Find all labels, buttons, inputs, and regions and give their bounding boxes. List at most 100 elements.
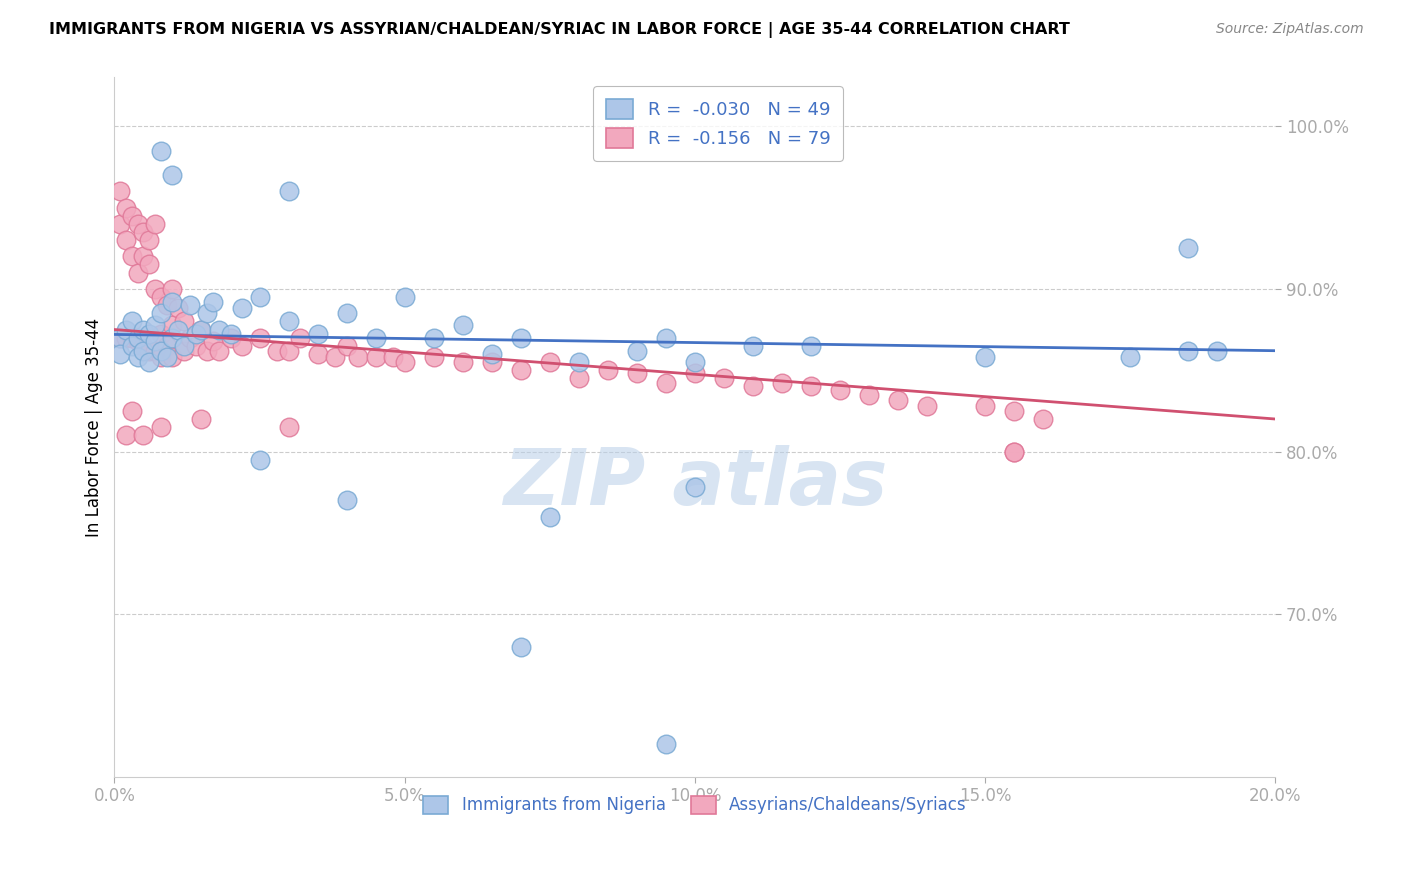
Point	[800, 379, 823, 393]
Point	[179, 331, 201, 345]
Point	[770, 376, 793, 391]
Point	[162, 318, 184, 332]
Point	[143, 282, 166, 296]
Point	[127, 350, 149, 364]
Point	[219, 331, 242, 345]
Point	[179, 298, 201, 312]
Point	[190, 322, 212, 336]
Point	[115, 322, 138, 336]
Point	[115, 428, 138, 442]
Point	[132, 249, 155, 263]
Point	[132, 428, 155, 442]
Point	[713, 371, 735, 385]
Point	[422, 331, 444, 345]
Point	[887, 392, 910, 407]
Point	[167, 301, 190, 316]
Point	[1002, 444, 1025, 458]
Point	[683, 480, 706, 494]
Point	[277, 343, 299, 358]
Point	[742, 339, 765, 353]
Point	[288, 331, 311, 345]
Point	[138, 343, 160, 358]
Point	[655, 331, 678, 345]
Point	[110, 347, 132, 361]
Point	[190, 322, 212, 336]
Point	[202, 334, 225, 348]
Point	[1177, 343, 1199, 358]
Point	[277, 184, 299, 198]
Point	[364, 331, 387, 345]
Point	[219, 327, 242, 342]
Point	[1002, 404, 1025, 418]
Point	[110, 331, 132, 345]
Point	[394, 355, 416, 369]
Point	[138, 233, 160, 247]
Point	[162, 168, 184, 182]
Point	[974, 350, 997, 364]
Point	[149, 327, 172, 342]
Point	[336, 493, 359, 508]
Point	[626, 367, 648, 381]
Text: IMMIGRANTS FROM NIGERIA VS ASSYRIAN/CHALDEAN/SYRIAC IN LABOR FORCE | AGE 35-44 C: IMMIGRANTS FROM NIGERIA VS ASSYRIAN/CHAL…	[49, 22, 1070, 38]
Point	[156, 339, 179, 353]
Point	[364, 350, 387, 364]
Point	[162, 350, 184, 364]
Point	[208, 343, 231, 358]
Point	[683, 355, 706, 369]
Point	[307, 327, 329, 342]
Point	[162, 282, 184, 296]
Point	[149, 144, 172, 158]
Point	[132, 225, 155, 239]
Point	[195, 343, 218, 358]
Point	[655, 737, 678, 751]
Point	[800, 339, 823, 353]
Point	[974, 399, 997, 413]
Point	[143, 318, 166, 332]
Point	[149, 290, 172, 304]
Point	[121, 404, 143, 418]
Point	[249, 290, 271, 304]
Point	[336, 306, 359, 320]
Point	[115, 233, 138, 247]
Point	[1177, 241, 1199, 255]
Point	[149, 306, 172, 320]
Point	[626, 343, 648, 358]
Point	[683, 367, 706, 381]
Point	[1206, 343, 1229, 358]
Point	[127, 334, 149, 348]
Point	[394, 290, 416, 304]
Point	[481, 355, 503, 369]
Point	[742, 379, 765, 393]
Point	[596, 363, 619, 377]
Point	[167, 322, 190, 336]
Point	[127, 266, 149, 280]
Point	[184, 339, 207, 353]
Point	[347, 350, 370, 364]
Point	[162, 331, 184, 345]
Point	[156, 298, 179, 312]
Point	[115, 201, 138, 215]
Point	[568, 355, 591, 369]
Point	[195, 306, 218, 320]
Point	[266, 343, 288, 358]
Point	[509, 640, 531, 654]
Point	[121, 209, 143, 223]
Point	[132, 339, 155, 353]
Point	[149, 420, 172, 434]
Point	[568, 371, 591, 385]
Point	[132, 322, 155, 336]
Point	[538, 355, 561, 369]
Point	[143, 217, 166, 231]
Point	[307, 347, 329, 361]
Point	[127, 331, 149, 345]
Point	[121, 314, 143, 328]
Point	[121, 339, 143, 353]
Point	[138, 258, 160, 272]
Point	[1002, 444, 1025, 458]
Text: Source: ZipAtlas.com: Source: ZipAtlas.com	[1216, 22, 1364, 37]
Point	[509, 331, 531, 345]
Point	[173, 343, 195, 358]
Point	[138, 327, 160, 342]
Point	[1032, 412, 1054, 426]
Point	[231, 301, 253, 316]
